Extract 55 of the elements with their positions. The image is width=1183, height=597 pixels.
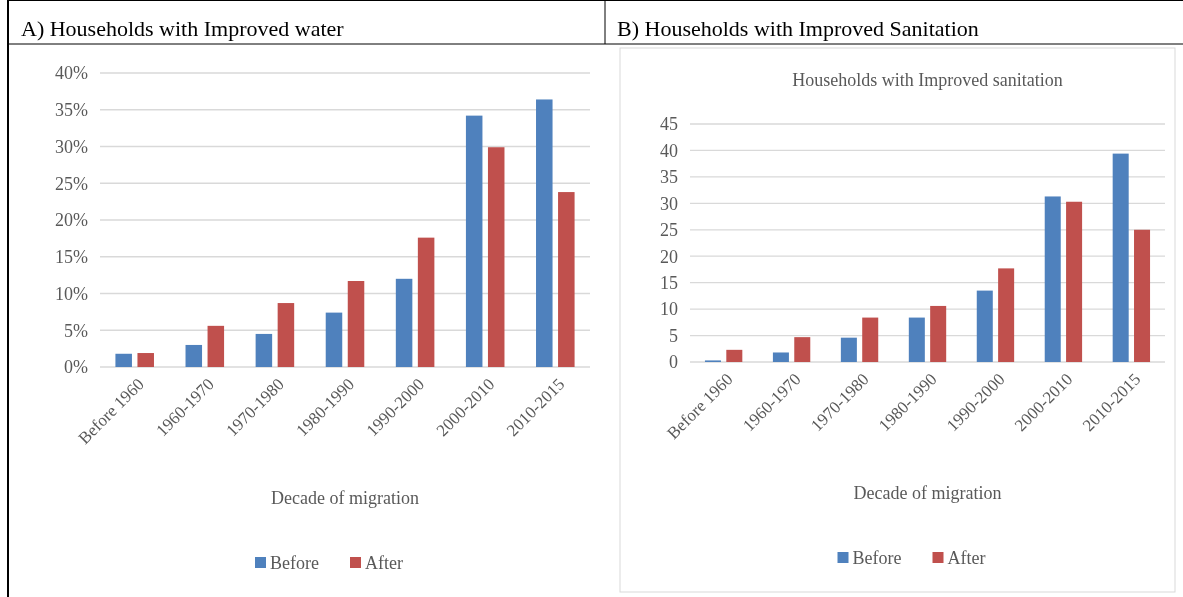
y-tick-label: 30% bbox=[55, 136, 88, 157]
bar bbox=[325, 312, 343, 367]
x-axis-title: Decade of migration bbox=[853, 483, 1002, 504]
bar bbox=[1134, 229, 1151, 362]
bar bbox=[185, 344, 203, 367]
chart-title: A) Households with Improved water bbox=[21, 16, 345, 41]
y-tick-label: 35 bbox=[660, 167, 678, 188]
y-tick-label: 10 bbox=[660, 299, 678, 320]
bar bbox=[840, 337, 857, 362]
bar bbox=[1112, 153, 1129, 362]
x-axis-title: Decade of migration bbox=[271, 488, 419, 509]
bar bbox=[487, 147, 505, 367]
bar bbox=[862, 317, 879, 362]
bar bbox=[417, 237, 435, 367]
y-tick-label: 0 bbox=[669, 352, 678, 373]
legend-label: Before bbox=[270, 553, 319, 574]
chart-subtitle: Households with Improved sanitation bbox=[792, 70, 1063, 90]
y-tick-label: 10% bbox=[55, 283, 88, 304]
y-tick-label: 45 bbox=[660, 114, 678, 135]
y-tick-label: 30 bbox=[660, 193, 678, 214]
bar bbox=[930, 305, 947, 362]
bar bbox=[115, 353, 132, 367]
bar bbox=[137, 353, 154, 367]
bar bbox=[1044, 196, 1061, 362]
bar bbox=[794, 337, 811, 362]
legend-label: After bbox=[947, 548, 986, 569]
y-tick-label: 15% bbox=[55, 247, 88, 268]
bar bbox=[976, 290, 993, 362]
y-tick-label: 5 bbox=[669, 325, 678, 346]
bar bbox=[772, 352, 789, 362]
bar bbox=[726, 349, 743, 362]
bar bbox=[1066, 201, 1083, 362]
bar bbox=[207, 325, 225, 367]
y-tick-label: 0% bbox=[64, 357, 88, 378]
bar bbox=[347, 281, 365, 367]
bar bbox=[908, 317, 925, 362]
y-tick-label: 25 bbox=[660, 220, 678, 241]
y-tick-label: 15 bbox=[660, 272, 678, 293]
bar bbox=[558, 192, 575, 367]
bar bbox=[465, 115, 483, 367]
y-tick-label: 25% bbox=[55, 173, 88, 194]
legend-label: After bbox=[365, 553, 403, 574]
y-tick-label: 5% bbox=[64, 320, 88, 341]
y-tick-label: 20 bbox=[660, 246, 678, 267]
bar bbox=[255, 333, 273, 367]
y-tick-label: 40% bbox=[55, 63, 88, 84]
y-tick-label: 20% bbox=[55, 210, 88, 231]
legend-label: Before bbox=[852, 548, 902, 569]
y-tick-label: 40 bbox=[660, 140, 678, 161]
bar bbox=[998, 268, 1015, 362]
bar bbox=[277, 303, 295, 367]
y-tick-label: 35% bbox=[55, 100, 88, 121]
bar bbox=[536, 99, 553, 367]
bar bbox=[395, 278, 413, 367]
chart-title: B) Households with Improved Sanitation bbox=[617, 16, 979, 41]
